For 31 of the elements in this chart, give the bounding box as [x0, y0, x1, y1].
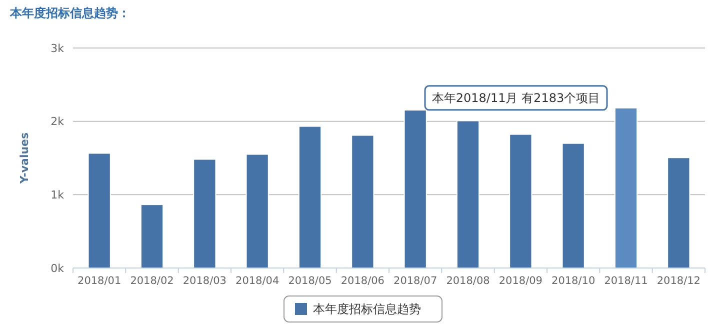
y-tick-label: 0k [50, 262, 65, 275]
bar [351, 134, 374, 268]
bar [193, 158, 216, 268]
x-tick-label: 2018/11 [604, 275, 648, 287]
chart-title: 本年度招标信息趋势： [9, 6, 130, 20]
bar [246, 154, 269, 268]
x-tick-label: 2018/07 [394, 275, 438, 287]
x-tick-label: 2018/01 [78, 275, 122, 287]
y-tick-label: 3k [50, 42, 65, 55]
x-tick-label: 2018/05 [288, 275, 332, 287]
bar [509, 134, 532, 268]
x-tick-label: 2018/08 [446, 275, 490, 287]
y-axis-title: Y-values [18, 132, 31, 185]
legend-label: 本年度招标信息趋势 [313, 302, 421, 316]
x-tick-label: 2018/06 [340, 275, 385, 287]
y-tick-label: 2k [50, 115, 65, 128]
x-tick-label: 2018/09 [498, 275, 542, 287]
bar [667, 157, 690, 268]
y-tick-label: 1k [50, 188, 65, 202]
bar [298, 126, 322, 268]
x-tick-label: 2018/04 [236, 275, 280, 287]
bar [456, 120, 480, 268]
x-tick-label: 2018/12 [656, 275, 700, 287]
x-tick-label: 2018/10 [552, 275, 596, 287]
x-tick-label: 2018/03 [182, 275, 226, 287]
bar [140, 204, 164, 268]
bar [88, 152, 111, 268]
bar [614, 107, 638, 268]
bar [562, 142, 585, 268]
annotation: 本年2018/11月 有2183个项目 [432, 91, 600, 106]
x-tick-label: 2018/02 [130, 275, 174, 287]
